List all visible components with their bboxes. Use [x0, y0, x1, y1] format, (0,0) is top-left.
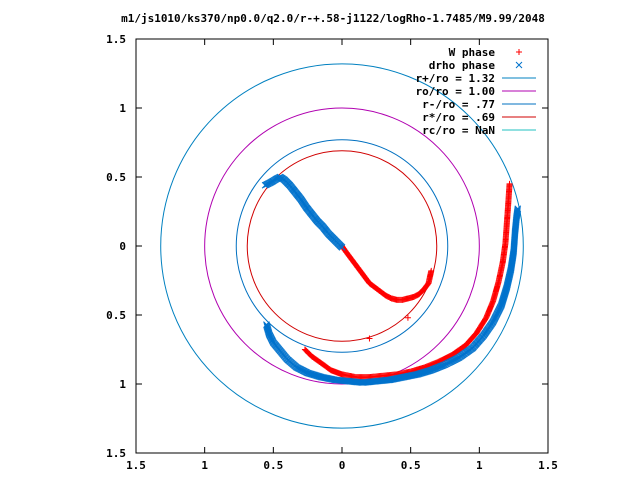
- y-tick-label-2: 0.5: [106, 171, 126, 184]
- x-tick-label-3: 0: [339, 459, 346, 472]
- legend-label-6: rc/ro = NaN: [422, 124, 495, 137]
- legend-label-1: drho phase: [429, 59, 496, 72]
- series-0-point-458: [506, 180, 513, 187]
- x-tick-label-5: 1: [476, 459, 483, 472]
- series-0-point-130: [428, 267, 435, 274]
- series-1: [261, 173, 522, 386]
- axes: 1.5 1 0.5 0 0.5 1 1.51.510.500.511.5: [106, 33, 558, 472]
- legend-marker-0: [516, 49, 522, 55]
- y-tick-label-1: 1: [119, 102, 126, 115]
- series-0-point-131: [404, 314, 411, 321]
- y-tick-label-4: 0.5: [106, 309, 126, 322]
- x-tick-label-6: 1.5: [538, 459, 558, 472]
- legend-label-5: r*/ro = .69: [422, 111, 495, 124]
- y-tick-label-5: 1: [119, 378, 126, 391]
- plot-area: [160, 63, 524, 429]
- x-tick-label-1: 1: [201, 459, 208, 472]
- x-tick-label-2: 0.5: [263, 459, 283, 472]
- legend-marker-1: [515, 61, 523, 69]
- circle-2: [235, 139, 449, 353]
- x-tick-label-0: 1.5: [126, 459, 146, 472]
- legend-label-0: W phase: [449, 46, 496, 59]
- legend-label-2: r+/ro = 1.32: [416, 72, 495, 85]
- series-1-point-113: [338, 244, 346, 251]
- series-1-point-481: [514, 205, 522, 213]
- y-tick-label-6: 1.5: [106, 447, 126, 460]
- series-0: [301, 180, 513, 381]
- circle-3: [246, 150, 438, 342]
- legend-label-4: r-/ro = .77: [422, 98, 495, 111]
- series-1-point-479: [514, 207, 521, 215]
- circle-0: [160, 63, 524, 429]
- y-tick-label-3: 0: [119, 240, 126, 253]
- series-1-point-480: [514, 206, 521, 214]
- legend-label-3: ro/ro = 1.00: [416, 85, 495, 98]
- chart-title: m1/js1010/ks370/np0.0/q2.0/r-+.58-j1122/…: [121, 12, 545, 25]
- series-0-point-132: [366, 335, 373, 342]
- y-tick-label-0: 1.5: [106, 33, 126, 46]
- x-tick-label-4: 0.5: [401, 459, 421, 472]
